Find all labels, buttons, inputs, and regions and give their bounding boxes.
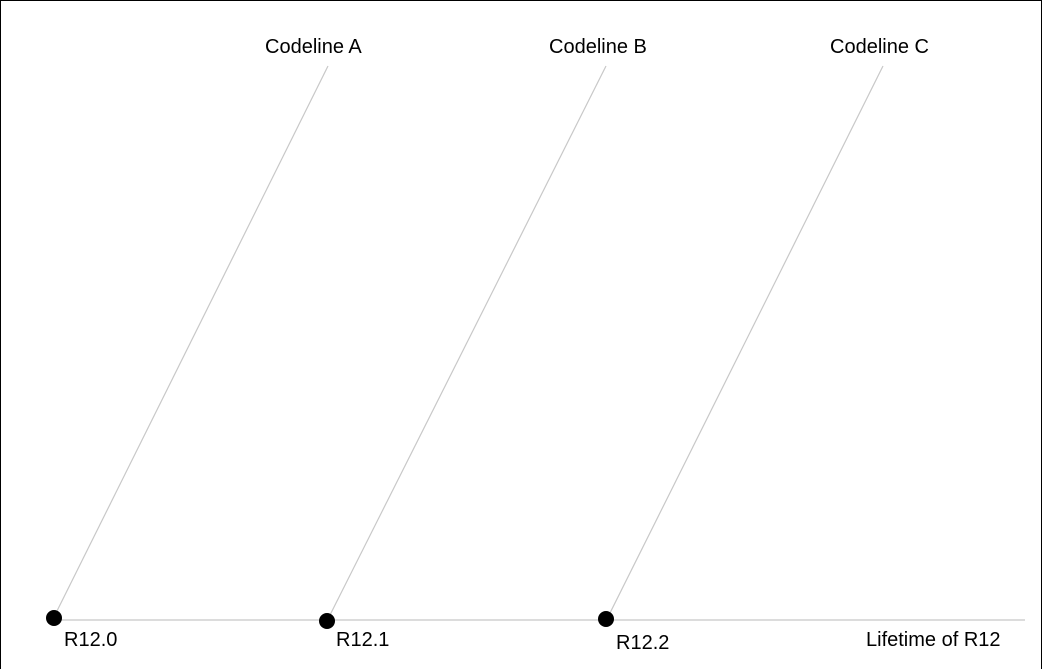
codeline-c-label: Codeline C (830, 36, 929, 58)
release-label-r12-0: R12.0 (64, 629, 117, 651)
release-label-r12-2: R12.2 (616, 632, 669, 654)
release-label-r12-1: R12.1 (336, 629, 389, 651)
release-point-r12-2 (598, 611, 614, 627)
codeline-b-branch-line (327, 65, 607, 620)
codeline-a-branch-line (53, 65, 329, 618)
codeline-c: Codeline C R12.2 (598, 36, 929, 654)
timeline-label: Lifetime of R12 (866, 629, 1001, 651)
codeline-c-branch-line (607, 65, 884, 618)
codeline-a: Codeline A R12.0 (46, 36, 362, 651)
codeline-b: Codeline B R12.1 (319, 36, 647, 651)
release-point-r12-0 (46, 610, 62, 626)
codeline-b-label: Codeline B (549, 36, 647, 58)
codeline-a-label: Codeline A (265, 36, 362, 58)
release-point-r12-1 (319, 613, 335, 629)
